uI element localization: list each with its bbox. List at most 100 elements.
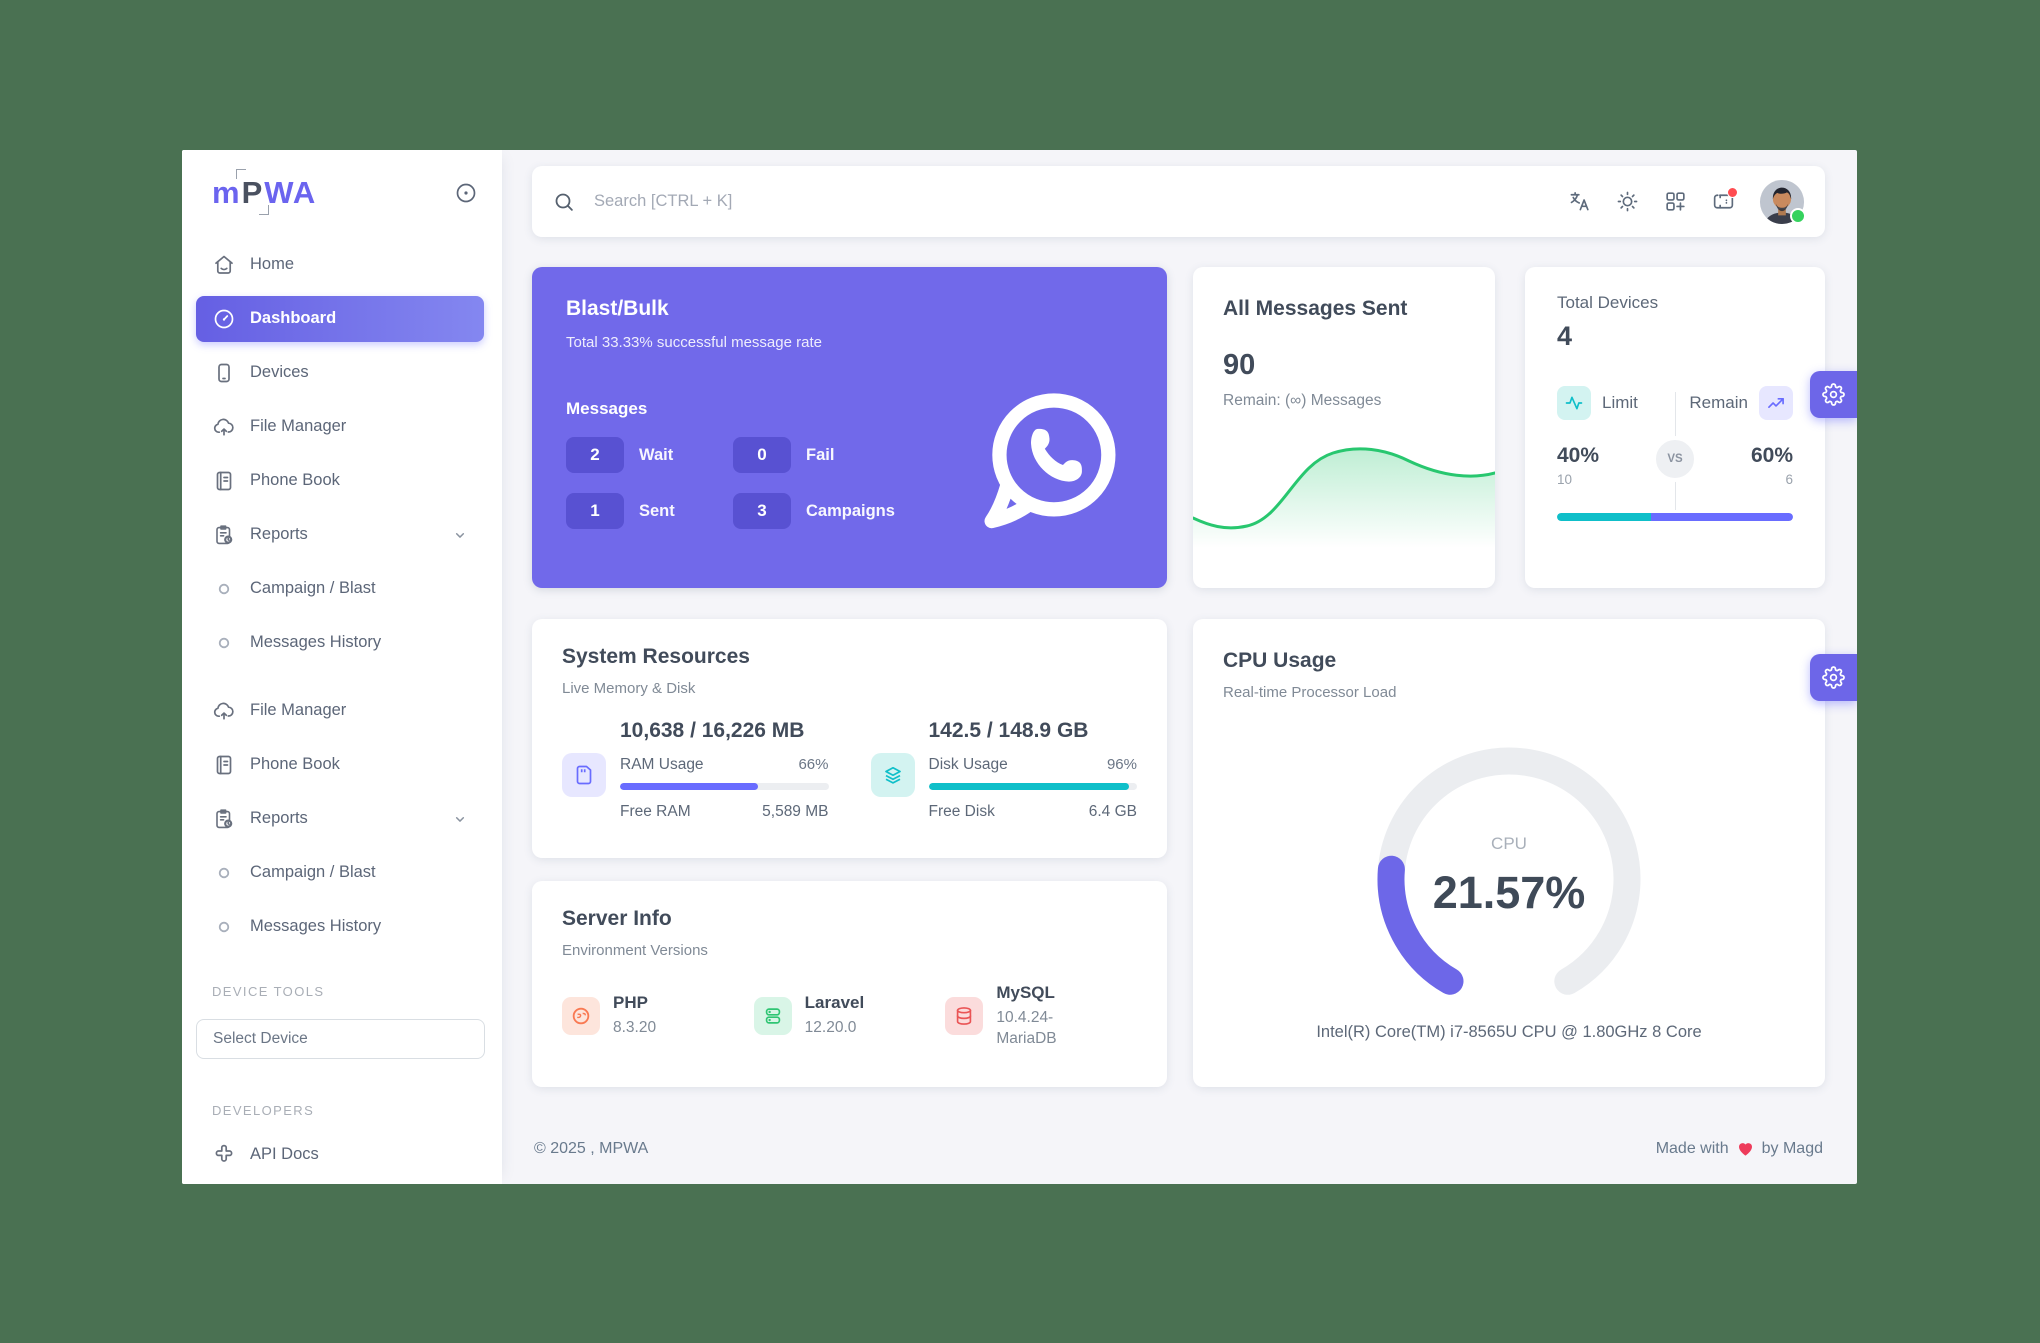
blast-stat: 2 Wait <box>566 437 733 473</box>
messages-sparkline-chart <box>1193 447 1495 548</box>
limit-legend: Limit <box>1557 386 1638 420</box>
environment-versions: PHP 8.3.20 Laravel 12.20.0 <box>562 983 1137 1050</box>
cpu-usage-card: CPU Usage Real-time Processor Load CPU 2… <box>1193 619 1825 1087</box>
sidebar-pin-icon[interactable] <box>454 181 478 205</box>
cpu-gauge-fill <box>1377 747 1641 1011</box>
remain-trending-up-icon <box>1759 386 1793 420</box>
home-icon <box>212 253 236 277</box>
cpu-gauge-value: 21.57% <box>1432 866 1586 918</box>
remain-percentage: 60% <box>1750 444 1793 467</box>
stat-value-badge: 2 <box>566 437 624 473</box>
blast-stat: 0 Fail <box>733 437 973 473</box>
free-ram-value: 5,589 MB <box>762 803 829 820</box>
report-icon <box>212 807 236 831</box>
vs-badge: VS <box>1652 436 1698 482</box>
stat-label: Campaigns <box>806 501 895 520</box>
sidebar-item-api-docs[interactable]: API Docs <box>196 1134 484 1176</box>
notifications-icon[interactable] <box>1711 187 1738 214</box>
sidebar-menu-item[interactable]: Phone Book <box>196 742 484 788</box>
blast-stat: 3 Campaigns <box>733 493 973 529</box>
dashboard-content: Blast/Bulk Total 33.33% successful messa… <box>532 267 1825 1087</box>
stat-label: Wait <box>639 445 674 464</box>
sidebar-menu-item[interactable]: File Manager <box>196 688 484 734</box>
circle-icon <box>212 861 236 885</box>
limit-bar-segment <box>1557 513 1652 521</box>
sidebar-menu-item[interactable]: Campaign / Blast <box>196 850 484 896</box>
sidebar-menu-item[interactable]: Messages History <box>196 620 484 666</box>
free-disk-value: 6.4 GB <box>1088 803 1137 820</box>
system-resources-subtitle: Live Memory & Disk <box>562 680 696 697</box>
chevron-down-icon <box>450 525 470 545</box>
sidebar-menu-item[interactable]: Devices <box>196 350 484 396</box>
ram-usage-pct: 66% <box>798 756 829 773</box>
sidebar-menu-item[interactable]: File Manager <box>196 404 484 450</box>
light-mode-sun-icon[interactable] <box>1615 189 1640 214</box>
ram-icon <box>562 753 606 797</box>
select-device-dropdown[interactable]: Select Device <box>196 1018 485 1059</box>
stat-value-badge: 1 <box>566 493 624 529</box>
environment-item: Laravel 12.20.0 <box>753 983 946 1050</box>
blast-stat: 1 Sent <box>566 493 733 529</box>
ram-usage-label: RAM Usage <box>620 756 704 773</box>
php-icon <box>562 997 600 1036</box>
stat-label: Fail <box>806 445 835 464</box>
developers-section-header: DEVELOPERS <box>212 1102 315 1118</box>
all-messages-title: All Messages Sent <box>1223 297 1408 320</box>
sidebar-menu-item[interactable]: Reports <box>196 512 484 558</box>
sidebar-menu-item[interactable]: Reports <box>196 796 484 842</box>
user-avatar[interactable] <box>1759 179 1806 225</box>
language-translate-icon[interactable] <box>1567 189 1592 214</box>
navbar-actions <box>1567 179 1806 225</box>
logo-letter-m: m <box>212 174 241 210</box>
phone-book-icon <box>212 753 236 777</box>
system-resources-card: System Resources Live Memory & Disk 10,6… <box>532 619 1167 858</box>
free-ram-label: Free RAM <box>620 803 691 820</box>
customizer-gear-button-bottom[interactable] <box>1810 654 1857 701</box>
ram-progress-track <box>620 783 829 790</box>
logo-letters-wa: WA <box>264 174 317 210</box>
notification-badge-dot <box>1727 187 1738 198</box>
sidebar-menu-item[interactable]: Messages History <box>196 904 484 950</box>
blast-card-title: Blast/Bulk <box>566 297 669 320</box>
disk-headline: 142.5 / 148.9 GB <box>928 719 1089 742</box>
remain-value: 6 <box>1785 472 1793 487</box>
cpu-usage-title: CPU Usage <box>1223 649 1337 672</box>
top-navbar <box>532 166 1825 237</box>
phone-book-icon <box>212 469 236 493</box>
total-devices-count: 4 <box>1557 321 1573 351</box>
main-area: Blast/Bulk Total 33.33% successful messa… <box>502 150 1857 1184</box>
blast-card-subtitle: Total 33.33% successful message rate <box>566 334 822 351</box>
disk-layers-icon <box>870 753 915 797</box>
search-input[interactable] <box>592 191 1567 212</box>
chevron-down-icon <box>450 809 470 829</box>
ram-usage-block: 10,638 / 16,226 MB RAM Usage 66% Free RA… <box>562 719 829 821</box>
sidebar-menu-item[interactable]: Home <box>196 242 484 288</box>
laravel-icon <box>753 997 792 1036</box>
search-icon[interactable] <box>552 190 576 214</box>
mpwa-logo[interactable]: m P WA <box>212 168 317 215</box>
server-info-card: Server Info Environment Versions PHP 8.3… <box>532 881 1167 1087</box>
sidebar-menu: Home Dashboard Devices File Manager <box>182 242 502 958</box>
customizer-gear-button-top[interactable] <box>1810 371 1857 418</box>
device-tools-section-header: DEVICE TOOLS <box>212 983 325 999</box>
sidebar-header: m P WA <box>182 150 502 228</box>
all-messages-sent-card: All Messages Sent 90 Remain: (∞) Message… <box>1193 267 1495 588</box>
sidebar-menu-item[interactable]: Campaign / Blast <box>196 566 484 612</box>
cloud-upload-icon <box>212 415 236 439</box>
sidebar-menu-item[interactable]: Dashboard <box>196 295 484 342</box>
system-resources-title: System Resources <box>562 645 750 668</box>
mpwa-app-window: m P WA Home Dashboard <box>182 150 1857 1184</box>
stat-value-badge: 3 <box>733 493 791 529</box>
made-with-love: Made with by Magd <box>1655 1139 1823 1157</box>
gear-icon <box>1822 383 1845 406</box>
disk-progress-fill <box>928 783 1129 790</box>
online-status-dot <box>1790 207 1806 224</box>
limit-activity-icon <box>1557 386 1591 420</box>
heart-icon <box>1738 1143 1752 1156</box>
shortcuts-grid-icon[interactable] <box>1663 189 1688 214</box>
free-disk-label: Free Disk <box>928 803 995 820</box>
server-info-title: Server Info <box>562 907 672 930</box>
ram-headline: 10,638 / 16,226 MB <box>620 719 805 742</box>
sidebar-menu-item[interactable]: Phone Book <box>196 458 484 504</box>
